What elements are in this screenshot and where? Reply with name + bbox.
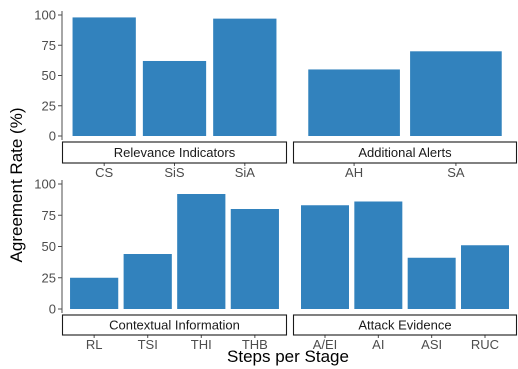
y-tick-label: 100 — [34, 8, 56, 23]
y-tick-label: 100 — [34, 177, 56, 192]
y-axis-title: Agreement Rate (%) — [7, 108, 26, 263]
y-tick-label: 75 — [42, 208, 56, 223]
y-tick-label: 25 — [42, 270, 56, 285]
x-tick-label: A/EI — [313, 337, 338, 352]
x-tick-label: THI — [191, 337, 212, 352]
facet-label: Additional Alerts — [358, 145, 452, 160]
facet-panel: AH SA Additional Alerts — [292, 51, 518, 180]
facet-label: Contextual Information — [109, 318, 240, 333]
x-tick-label: AI — [372, 337, 384, 352]
x-tick-label: SiA — [235, 165, 256, 180]
x-tick-label: AH — [345, 165, 363, 180]
facet-panel: CS SiS SiA Relevance Indicators — [61, 17, 288, 180]
bar — [308, 69, 400, 136]
bar — [301, 205, 349, 309]
x-tick-label: SiS — [164, 165, 185, 180]
y-tick-label: 75 — [42, 38, 56, 53]
x-tick-label: RUC — [471, 337, 499, 352]
bar — [213, 18, 277, 137]
x-tick-label: CS — [95, 165, 113, 180]
bar — [354, 201, 403, 309]
y-tick-label: 25 — [42, 98, 56, 113]
x-tick-label: RL — [86, 337, 103, 352]
x-axis-title: Steps per Stage — [227, 347, 349, 366]
bar — [407, 257, 456, 309]
facet-strip — [292, 141, 518, 164]
y-tick-label: 50 — [42, 68, 56, 83]
y-tick-label: 50 — [42, 239, 56, 254]
x-tick-label: SA — [447, 165, 465, 180]
bar — [142, 60, 207, 137]
bar — [70, 277, 119, 309]
facet-panel: A/EI AI ASI RUC Attack Evidence — [292, 201, 518, 352]
bar — [177, 194, 226, 309]
bar — [410, 51, 502, 136]
bar — [461, 245, 509, 309]
bar — [72, 17, 136, 137]
x-tick-label: TSI — [138, 337, 158, 352]
facet-strip — [292, 314, 518, 336]
chart-rows: 0 25 50 75 100 CS SiS SiA Relevance Indicators AH… — [34, 8, 518, 352]
facet-label: Attack Evidence — [358, 318, 451, 333]
facet-strip — [61, 314, 288, 336]
y-tick-label: 0 — [49, 129, 56, 144]
x-tick-label: ASI — [421, 337, 442, 352]
facet-label: Relevance Indicators — [114, 145, 236, 160]
chart-row: 0 25 50 75 100 CS SiS SiA Relevance Indicators AH… — [34, 8, 518, 180]
bar — [230, 209, 279, 309]
facet-strip — [61, 141, 288, 164]
x-tick-label: THB — [242, 337, 268, 352]
y-tick-label: 0 — [49, 302, 56, 317]
bar — [123, 254, 172, 309]
